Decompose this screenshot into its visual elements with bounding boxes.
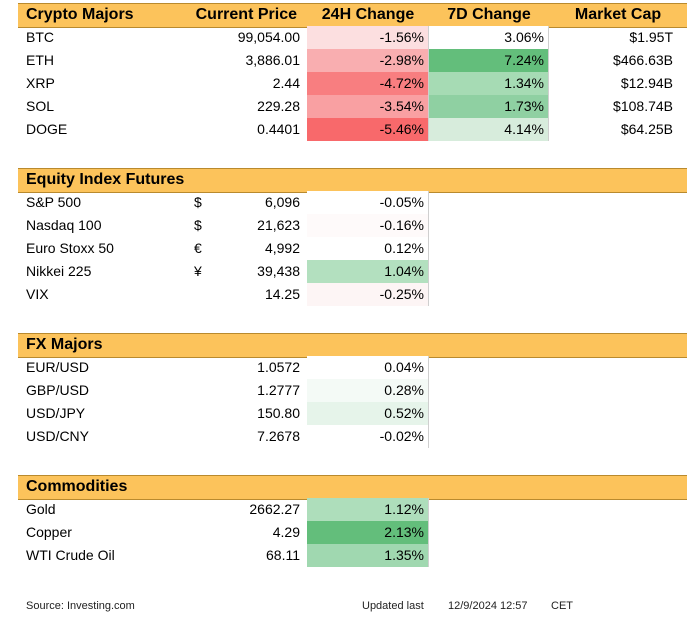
commodities-header-row: Commodities bbox=[18, 475, 687, 500]
change-24h-cell: -5.46% bbox=[307, 118, 429, 141]
market-cap-cell: $12.94B bbox=[620, 75, 673, 91]
header-current-price: Current Price bbox=[195, 6, 297, 23]
change-24h-cell: -4.72% bbox=[307, 72, 429, 95]
commodities-row: Gold 2662.27 1.12% bbox=[18, 498, 687, 521]
equity-header-row: Equity Index Futures bbox=[18, 168, 687, 193]
updated-timestamp: 12/9/2024 12:57 bbox=[448, 600, 528, 612]
market-cap-cell: $108.74B bbox=[613, 98, 673, 114]
equity-section-title: Equity Index Futures bbox=[26, 171, 185, 188]
instrument-name: Copper bbox=[26, 524, 72, 540]
price-cell: 6,096 bbox=[264, 194, 300, 210]
timezone-label: CET bbox=[551, 600, 573, 612]
instrument-name: GBP/USD bbox=[26, 382, 90, 398]
crypto-header-row: Crypto Majors Current Price 24H Change 7… bbox=[18, 3, 687, 28]
price-cell: 4.29 bbox=[272, 524, 300, 540]
price-cell: 2662.27 bbox=[249, 501, 300, 517]
instrument-name: BTC bbox=[26, 29, 54, 45]
equity-row: S&P 500 $6,096 -0.05% bbox=[18, 191, 687, 214]
price-cell: 3,886.01 bbox=[245, 52, 301, 68]
instrument-name: Nikkei 225 bbox=[26, 263, 92, 279]
updated-label: Updated last bbox=[362, 600, 424, 612]
currency-symbol: ¥ bbox=[194, 263, 202, 279]
crypto-row: DOGE 0.4401 -5.46% 4.14% $64.25B bbox=[18, 118, 687, 141]
instrument-name: Nasdaq 100 bbox=[26, 217, 102, 233]
price-cell: 2.44 bbox=[272, 75, 300, 91]
crypto-section-title: Crypto Majors bbox=[26, 6, 134, 23]
change-24h-cell: 0.28% bbox=[307, 379, 429, 402]
change-24h-cell: -2.98% bbox=[307, 49, 429, 72]
market-cap-cell: $1.95T bbox=[629, 29, 673, 45]
commodities-row: WTI Crude Oil 68.11 1.35% bbox=[18, 544, 687, 567]
price-cell: 39,438 bbox=[257, 263, 300, 279]
change-24h-cell: 1.12% bbox=[307, 498, 429, 521]
change-24h-cell: -0.02% bbox=[307, 425, 429, 448]
market-cap-cell: $466.63B bbox=[613, 52, 673, 68]
price-cell: 68.11 bbox=[266, 547, 300, 563]
price-cell: 229.28 bbox=[257, 98, 300, 114]
instrument-name: XRP bbox=[26, 75, 55, 91]
change-7d-cell: 1.73% bbox=[429, 95, 549, 118]
instrument-name: USD/CNY bbox=[26, 428, 90, 444]
equity-row: VIX 14.25 -0.25% bbox=[18, 283, 687, 306]
change-24h-cell: 1.04% bbox=[307, 260, 429, 283]
commodities-section-title: Commodities bbox=[26, 478, 128, 495]
change-7d-cell: 7.24% bbox=[429, 49, 549, 72]
instrument-name: EUR/USD bbox=[26, 359, 90, 375]
change-24h-cell: -1.56% bbox=[307, 26, 429, 49]
fx-row: USD/JPY 150.80 0.52% bbox=[18, 402, 687, 425]
price-cell: 0.4401 bbox=[257, 121, 300, 137]
source-note: Source: Investing.com bbox=[26, 600, 135, 612]
instrument-name: ETH bbox=[26, 52, 54, 68]
instrument-name: VIX bbox=[26, 286, 49, 302]
change-24h-cell: 0.52% bbox=[307, 402, 429, 425]
instrument-name: S&P 500 bbox=[26, 194, 82, 210]
fx-section-title: FX Majors bbox=[26, 336, 103, 353]
crypto-row: XRP 2.44 -4.72% 1.34% $12.94B bbox=[18, 72, 687, 95]
change-24h-cell: -0.25% bbox=[307, 283, 429, 306]
instrument-name: Euro Stoxx 50 bbox=[26, 240, 114, 256]
change-24h-cell: 1.35% bbox=[307, 544, 429, 567]
instrument-name: Gold bbox=[26, 501, 56, 517]
change-7d-cell: 3.06% bbox=[429, 26, 549, 49]
equity-row: Nasdaq 100 $21,623 -0.16% bbox=[18, 214, 687, 237]
fx-row: EUR/USD 1.0572 0.04% bbox=[18, 356, 687, 379]
currency-symbol: $ bbox=[194, 217, 202, 233]
price-cell: 99,054.00 bbox=[237, 29, 300, 45]
price-cell: 21,623 bbox=[257, 217, 300, 233]
price-cell: 7.2678 bbox=[257, 428, 300, 444]
fx-row: GBP/USD 1.2777 0.28% bbox=[18, 379, 687, 402]
change-24h-cell: -0.16% bbox=[307, 214, 429, 237]
fx-header-row: FX Majors bbox=[18, 333, 687, 358]
header-24h-change: 24H Change bbox=[321, 6, 415, 23]
crypto-row: BTC 99,054.00 -1.56% 3.06% $1.95T bbox=[18, 26, 687, 49]
instrument-name: USD/JPY bbox=[26, 405, 86, 421]
change-24h-cell: 0.12% bbox=[307, 237, 429, 260]
equity-row: Nikkei 225 ¥39,438 1.04% bbox=[18, 260, 687, 283]
market-cap-cell: $64.25B bbox=[620, 121, 673, 137]
crypto-row: SOL 229.28 -3.54% 1.73% $108.74B bbox=[18, 95, 687, 118]
header-7d-change: 7D Change bbox=[447, 6, 531, 23]
instrument-name: SOL bbox=[26, 98, 55, 114]
commodities-row: Copper 4.29 2.13% bbox=[18, 521, 687, 544]
instrument-name: WTI Crude Oil bbox=[26, 547, 115, 563]
fx-row: USD/CNY 7.2678 -0.02% bbox=[18, 425, 687, 448]
change-7d-cell: 1.34% bbox=[429, 72, 549, 95]
change-24h-cell: -0.05% bbox=[307, 191, 429, 214]
change-24h-cell: 0.04% bbox=[307, 356, 429, 379]
currency-symbol: $ bbox=[194, 194, 202, 210]
change-24h-cell: 2.13% bbox=[307, 521, 429, 544]
price-cell: 150.80 bbox=[257, 405, 300, 421]
equity-row: Euro Stoxx 50 €4,992 0.12% bbox=[18, 237, 687, 260]
instrument-name: DOGE bbox=[26, 121, 68, 137]
header-market-cap: Market Cap bbox=[574, 6, 662, 23]
price-cell: 1.2777 bbox=[257, 382, 300, 398]
currency-symbol: € bbox=[194, 240, 202, 256]
change-7d-cell: 4.14% bbox=[429, 118, 549, 141]
price-cell: 4,992 bbox=[264, 240, 300, 256]
price-cell: 14.25 bbox=[264, 286, 300, 302]
crypto-row: ETH 3,886.01 -2.98% 7.24% $466.63B bbox=[18, 49, 687, 72]
price-cell: 1.0572 bbox=[257, 359, 300, 375]
change-24h-cell: -3.54% bbox=[307, 95, 429, 118]
